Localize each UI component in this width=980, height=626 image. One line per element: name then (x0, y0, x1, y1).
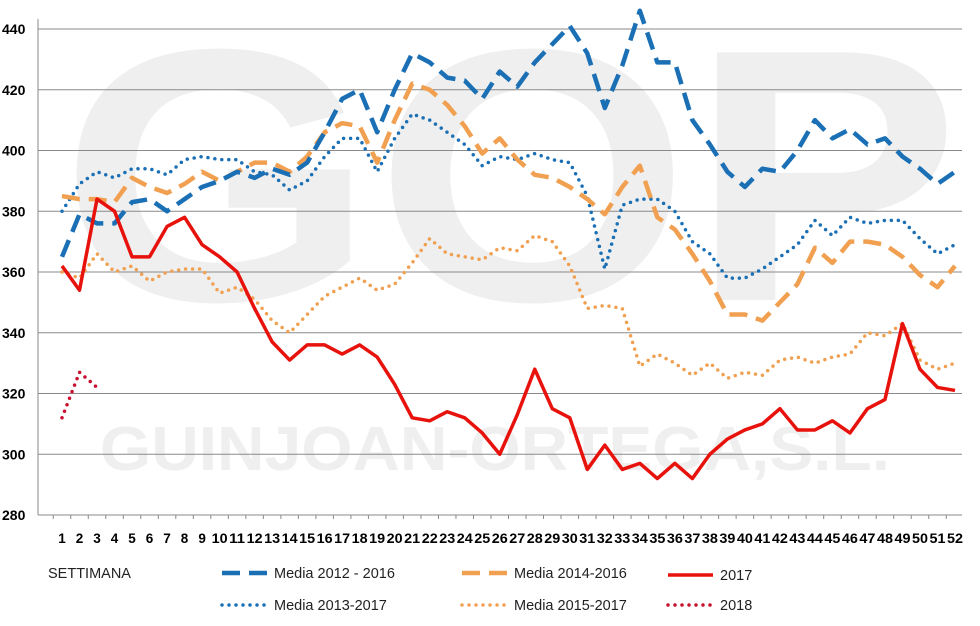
x-tick-label: 45 (824, 531, 841, 546)
y-tick-label: 300 (2, 446, 26, 462)
series-line-media-2012-2016 (59, 8, 957, 258)
x-tick-label: 37 (684, 531, 700, 546)
gridlines (38, 28, 962, 455)
legend-label: 2017 (720, 568, 752, 584)
x-tick-label: 41 (754, 531, 771, 546)
x-tick-label: 44 (807, 531, 824, 546)
series-line-2017 (60, 197, 956, 481)
x-axis: 1 2 3 4 5 6 7 8 9 10 11 12 13 14 15 16 17 18 19 20 21 22 23 24 2… (38, 514, 963, 546)
y-tick-label: 340 (2, 325, 26, 341)
legend-label: Media 2012 - 2016 (274, 566, 395, 582)
legend: SETTIMANA Media 2012 - 2016 Media 2014-20… (48, 566, 752, 614)
y-tick-label: 320 (2, 386, 26, 402)
y-tick-label: 420 (2, 82, 26, 98)
legend-label: Media 2014-2016 (514, 566, 627, 582)
x-tick-label: 2 (76, 531, 84, 546)
series-line-media-2013-2017 (60, 112, 957, 280)
x-axis-label: SETTIMANA (48, 566, 131, 582)
x-tick-label: 34 (632, 531, 649, 546)
x-tick-label: 10 (212, 531, 228, 546)
x-tick-label: 8 (181, 531, 189, 546)
watermark-logo: GOP (60, 0, 960, 377)
series-lines (59, 8, 957, 481)
x-tick-label: 12 (247, 531, 263, 546)
x-tick-label: 51 (929, 531, 946, 546)
x-tick-label: 19 (369, 531, 385, 546)
x-tick-label: 49 (894, 531, 910, 546)
x-tick-label: 16 (317, 531, 334, 546)
y-tick-label: 400 (2, 143, 26, 159)
x-tick-label: 18 (352, 531, 369, 546)
x-tick-label: 17 (334, 531, 350, 546)
x-tick-label: 32 (597, 531, 613, 546)
legend-label: Media 2015-2017 (514, 598, 627, 614)
x-tick-label: 30 (562, 531, 578, 546)
x-tick-label: 9 (198, 531, 206, 546)
x-tick-label: 46 (842, 531, 859, 546)
x-tick-label: 15 (299, 531, 316, 546)
x-tick-label: 24 (457, 531, 474, 546)
y-tick-label: 440 (2, 21, 26, 37)
x-tick-label: 27 (509, 531, 525, 546)
x-tick-label: 48 (877, 531, 894, 546)
y-tick-label: 380 (2, 203, 26, 219)
x-tick-label: 33 (614, 531, 631, 546)
x-tick-label: 31 (579, 531, 596, 546)
x-tick-label: 13 (264, 531, 281, 546)
x-tick-label: 38 (702, 531, 719, 546)
x-tick-label: 43 (789, 531, 806, 546)
x-tick-label: 26 (492, 531, 509, 546)
x-tick-label: 28 (527, 531, 544, 546)
x-tick-label: 39 (719, 531, 735, 546)
x-tick-label: 20 (387, 531, 403, 546)
x-tick-label: 29 (544, 531, 560, 546)
x-tick-label: 47 (859, 531, 875, 546)
x-tick-label: 22 (422, 531, 438, 546)
x-tick-label: 4 (111, 531, 119, 546)
x-tick-label: 21 (404, 531, 421, 546)
series-line-2018 (60, 370, 99, 420)
x-tick-label: 42 (772, 531, 788, 546)
x-tick-label: 7 (163, 531, 171, 546)
legend-label: Media 2013-2017 (274, 598, 387, 614)
x-tick-label: 36 (667, 531, 684, 546)
x-tick-label: 50 (912, 531, 928, 546)
y-axis: 280 300 320 340 360 380 400 420 440 (2, 19, 39, 523)
series-line-media-2015-2017 (60, 233, 957, 381)
x-tick-label: 3 (93, 531, 101, 546)
x-tick-label: 6 (146, 531, 154, 546)
x-tick-label: 14 (282, 531, 299, 546)
x-tick-label: 35 (649, 531, 666, 546)
x-tick-label: 25 (474, 531, 491, 546)
x-tick-label: 40 (737, 531, 753, 546)
x-tick-label: 52 (947, 531, 963, 546)
legend-label: 2018 (720, 598, 752, 614)
x-tick-label: 1 (58, 531, 66, 546)
x-tick-label: 5 (128, 531, 136, 546)
x-tick-label: 23 (439, 531, 456, 546)
watermark: GOP GUINJOAN-ORTEGA,S.L. (60, 0, 960, 484)
x-tick-label: 11 (229, 531, 246, 546)
series-line-media-2014-2016 (61, 81, 957, 323)
y-tick-label: 360 (2, 264, 26, 280)
y-tick-label: 280 (2, 507, 26, 523)
